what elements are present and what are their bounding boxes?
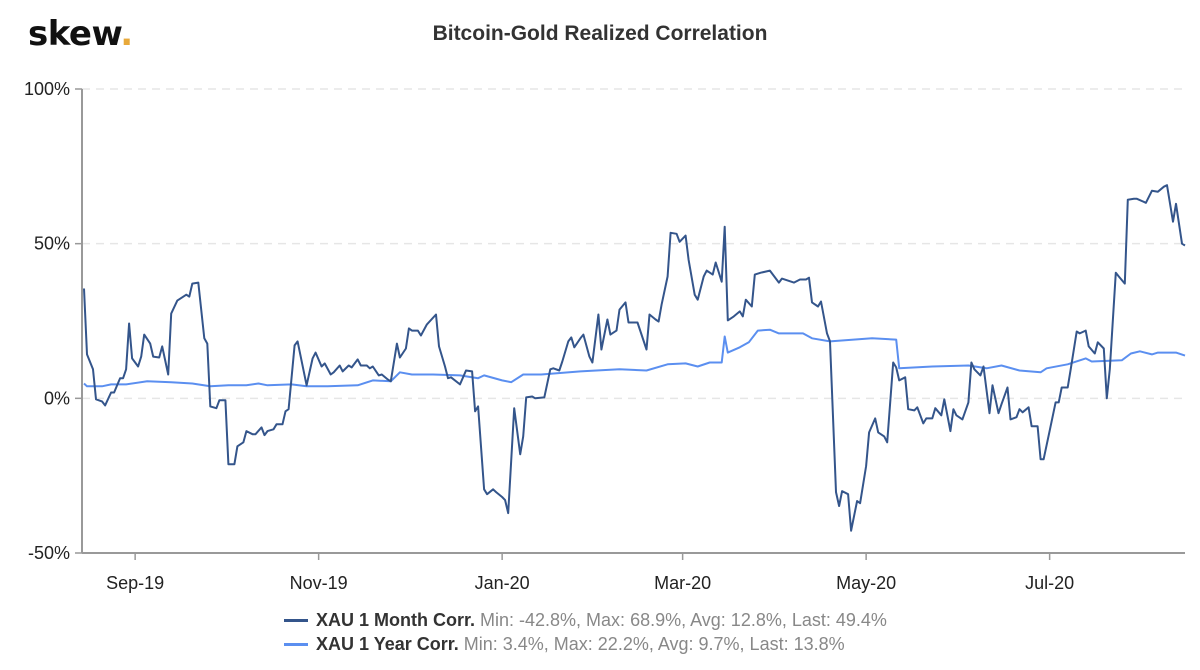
x-tick-label: Sep-19 [106,573,164,593]
legend-series-stats: Min: 3.4%, Max: 22.2%, Avg: 9.7%, Last: … [463,634,845,654]
x-tick-label: Mar-20 [654,573,711,593]
series-line-year-corr [83,328,1186,388]
legend-item-month[interactable]: XAU 1 Month Corr. Min: -42.8%, Max: 68.9… [284,608,887,632]
grid-lines [82,88,1185,400]
y-tick-label: 50% [34,234,70,254]
y-tick-label: 0% [44,388,70,408]
logo-dot: . [120,14,133,54]
legend: XAU 1 Month Corr. Min: -42.8%, Max: 68.9… [284,608,887,656]
legend-item-year[interactable]: XAU 1 Year Corr. Min: 3.4%, Max: 22.2%, … [284,632,887,656]
legend-series-stats: Min: -42.8%, Max: 68.9%, Avg: 12.8%, Las… [480,610,887,630]
x-tick-label: May-20 [836,573,896,593]
legend-series-name: XAU 1 Year Corr. [316,634,459,654]
y-tick-label: -50% [28,543,70,563]
logo-text: skew [28,14,121,54]
series-line-month-corr [83,184,1186,532]
chart-title: Bitcoin-Gold Realized Correlation [432,22,768,45]
series-lines [83,184,1186,532]
x-tick-label: Nov-19 [290,573,348,593]
y-tick-label: 100% [24,79,70,99]
x-tick-label: Jul-20 [1025,573,1074,593]
x-tick-label: Jan-20 [475,573,530,593]
legend-swatch-month [284,618,308,622]
legend-series-name: XAU 1 Month Corr. [316,610,476,630]
legend-swatch-year [284,642,308,646]
axes: -50% 0% 50% 100% Sep-19 Nov-19 Jan-20 Mar-20 May… [24,79,1185,593]
skew-logo: skew. [28,14,133,54]
